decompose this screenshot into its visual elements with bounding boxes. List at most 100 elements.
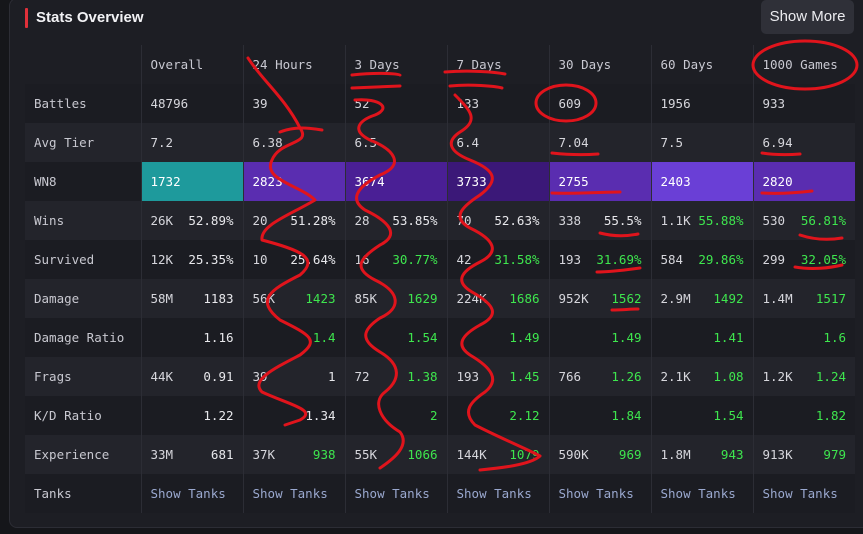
stat-primary-value: 609 — [558, 96, 582, 111]
show-tanks-link[interactable]: Show Tanks — [344, 474, 447, 513]
stat-cell: 6.38 — [242, 123, 345, 162]
show-tanks-link[interactable]: Show Tanks — [752, 474, 855, 513]
stat-primary-value: 224K — [456, 291, 487, 306]
stat-cell: 2.9M 1492 — [650, 279, 753, 318]
stats-table: Overall 24 Hours 3 Days 7 Days 30 Days 60 Day… — [25, 45, 855, 513]
stat-cell: 1.1K 55.88% — [650, 201, 753, 240]
stat-cell: 26K 52.89% — [140, 201, 243, 240]
column-header-24-hours: 24 Hours — [242, 45, 345, 84]
stat-cell: 144K 1079 — [446, 435, 549, 474]
row-wins: Wins 26K 52.89% 20 51.28% 28 53.85% 70 52.63% 338… — [25, 201, 855, 240]
stat-secondary-value: 1629 — [407, 291, 438, 306]
stat-cell: 3674 — [344, 162, 447, 201]
stat-primary-value: 20 — [252, 213, 268, 228]
stat-primary-value: 913K — [762, 447, 793, 462]
row-label: Experience — [25, 435, 141, 474]
row-survived: Survived 12K 25.35% 10 25.64% 16 30.77% 42 31.58… — [25, 240, 855, 279]
stat-primary-value: 6.38 — [252, 135, 283, 150]
stat-secondary-value: 1.16 — [203, 330, 234, 345]
stat-primary-value: 144K — [456, 447, 487, 462]
row-experience: Experience 33M 681 37K 938 55K 1066 144K 1079 590… — [25, 435, 855, 474]
stat-cell: 55K 1066 — [344, 435, 447, 474]
show-tanks-link[interactable]: Show Tanks — [242, 474, 345, 513]
show-tanks-link[interactable]: Show Tanks — [650, 474, 753, 513]
stat-primary-value: 39 — [252, 96, 268, 111]
row-label: Survived — [25, 240, 141, 279]
stat-cell: 1.2K 1.24 — [752, 357, 855, 396]
stat-cell: 952K 1562 — [548, 279, 651, 318]
row-label: Frags — [25, 357, 141, 396]
show-more-button[interactable]: Show More — [761, 0, 854, 34]
stat-cell: 584 29.86% — [650, 240, 753, 279]
stat-cell: 1.4M 1517 — [752, 279, 855, 318]
stat-secondary-value: 30.77% — [392, 252, 438, 267]
stat-secondary-value: 1492 — [713, 291, 744, 306]
stat-cell: 1.16 — [140, 318, 243, 357]
stat-primary-value: 1.4M — [762, 291, 793, 306]
stat-primary-value: 133 — [456, 96, 480, 111]
stat-primary-value: 1732 — [150, 174, 181, 189]
stat-cell: 1.82 — [752, 396, 855, 435]
stat-primary-value: 28 — [354, 213, 370, 228]
stat-cell: 72 1.38 — [344, 357, 447, 396]
stat-primary-value: 3674 — [354, 174, 385, 189]
stat-primary-value: 193 — [558, 252, 582, 267]
stat-cell: 1956 — [650, 84, 753, 123]
stat-cell: 1732 — [140, 162, 243, 201]
stat-primary-value: 1.2K — [762, 369, 793, 384]
stat-secondary-value: 943 — [720, 447, 744, 462]
stat-secondary-value: 1562 — [611, 291, 642, 306]
row-tanks: Tanks Show Tanks Show Tanks Show Tanks Show … — [25, 474, 855, 513]
stat-cell: 6.94 — [752, 123, 855, 162]
stat-primary-value: Show Tanks — [762, 486, 838, 501]
panel-header: Stats Overview Show More — [25, 0, 855, 34]
show-tanks-link[interactable]: Show Tanks — [140, 474, 243, 513]
show-tanks-link[interactable]: Show Tanks — [446, 474, 549, 513]
stat-secondary-value: 1.41 — [713, 330, 744, 345]
stat-secondary-value: 29.86% — [698, 252, 744, 267]
stat-cell: 37K 938 — [242, 435, 345, 474]
row-frags: Frags 44K 0.91 39 1 72 1.38 193 1.45 766 1.26 2.1K 1… — [25, 357, 855, 396]
stat-cell: 299 32.05% — [752, 240, 855, 279]
stat-primary-value: 72 — [354, 369, 370, 384]
stat-primary-value: 530 — [762, 213, 786, 228]
stat-primary-value: 6.4 — [456, 135, 480, 150]
column-header-7-days: 7 Days — [446, 45, 549, 84]
title-accent-bar — [25, 8, 28, 28]
panel-title: Stats Overview — [36, 9, 144, 26]
stat-cell: 52 — [344, 84, 447, 123]
stat-secondary-value: 53.85% — [392, 213, 438, 228]
stat-primary-value: 1956 — [660, 96, 691, 111]
stat-secondary-value: 0.91 — [203, 369, 234, 384]
stat-cell: 1.22 — [140, 396, 243, 435]
show-tanks-link[interactable]: Show Tanks — [548, 474, 651, 513]
stat-secondary-value: 25.64% — [290, 252, 336, 267]
stat-cell: 1.49 — [446, 318, 549, 357]
stat-primary-value: 48796 — [150, 96, 189, 111]
stat-secondary-value: 1.6 — [823, 330, 846, 345]
stat-primary-value: 933 — [762, 96, 786, 111]
stat-cell: 530 56.81% — [752, 201, 855, 240]
stat-secondary-value: 1.34 — [305, 408, 336, 423]
stat-secondary-value: 55.88% — [698, 213, 744, 228]
row-label: Tanks — [25, 474, 141, 513]
stat-cell: 338 55.5% — [548, 201, 651, 240]
stat-secondary-value: 1.45 — [509, 369, 540, 384]
stat-secondary-value: 1.49 — [509, 330, 540, 345]
stat-primary-value: 52 — [354, 96, 370, 111]
stat-primary-value: 6.94 — [762, 135, 793, 150]
stat-cell: 7.04 — [548, 123, 651, 162]
row-avg-tier: Avg Tier 7.2 6.38 6.5 6.4 7.04 7.5 6.94 — [25, 123, 855, 162]
stat-primary-value: 6.5 — [354, 135, 378, 150]
stat-primary-value: 58M — [150, 291, 174, 306]
stat-secondary-value: 52.63% — [494, 213, 540, 228]
stat-cell: 10 25.64% — [242, 240, 345, 279]
stat-cell: 16 30.77% — [344, 240, 447, 279]
stat-primary-value: 299 — [762, 252, 786, 267]
stat-primary-value: 56K — [252, 291, 276, 306]
stat-secondary-value: 56.81% — [800, 213, 846, 228]
stat-cell: 3733 — [446, 162, 549, 201]
stat-cell: 1.84 — [548, 396, 651, 435]
stat-primary-value: 10 — [252, 252, 268, 267]
row-k-d-ratio: K/D Ratio 1.22 1.34 2 2.12 1.84 1.54 1.82 — [25, 396, 855, 435]
